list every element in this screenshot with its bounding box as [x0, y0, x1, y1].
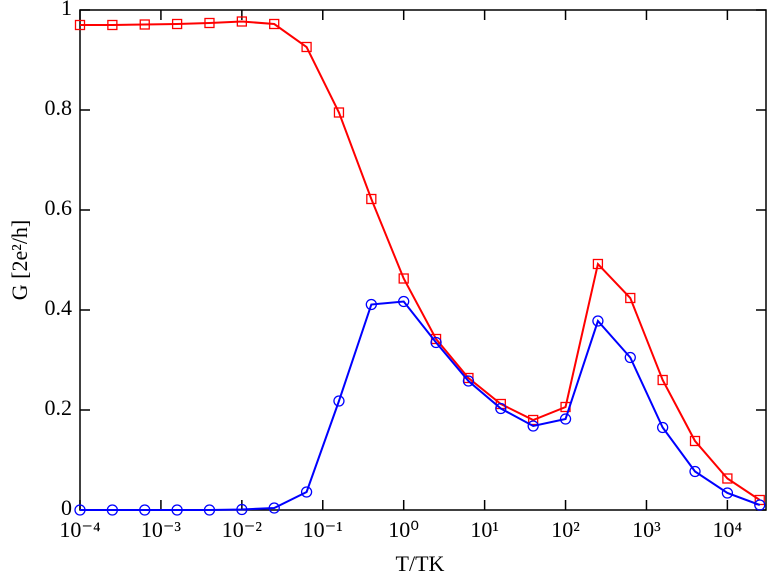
- y-tick-label: 0.6: [45, 195, 73, 220]
- marker: [398, 295, 410, 308]
- marker: [171, 504, 183, 516]
- marker: [721, 487, 734, 499]
- y-tick-label: 0.8: [45, 95, 73, 120]
- marker: [139, 19, 150, 30]
- x-tick-label: 10⁻¹: [303, 517, 343, 542]
- y-tick-label: 0: [61, 495, 72, 520]
- marker: [333, 395, 345, 407]
- plot-frame: [79, 9, 767, 511]
- marker: [430, 336, 442, 349]
- marker: [754, 499, 766, 511]
- x-tick-label: 10⁰: [388, 517, 419, 542]
- marker: [365, 298, 377, 311]
- marker: [204, 17, 215, 29]
- marker: [624, 351, 636, 364]
- marker: [527, 420, 539, 432]
- marker: [107, 19, 118, 31]
- marker: [689, 435, 701, 447]
- x-tick-label: 10⁻²: [222, 517, 263, 542]
- x-tick-label: 10⁴: [713, 517, 743, 542]
- marker: [300, 486, 313, 498]
- marker: [236, 16, 247, 27]
- marker: [139, 504, 151, 516]
- marker: [398, 273, 409, 284]
- marker: [74, 19, 86, 31]
- marker: [269, 18, 280, 30]
- marker: [495, 402, 507, 415]
- marker: [657, 421, 669, 434]
- x-tick-label: 10⁻⁴: [59, 517, 101, 542]
- marker: [333, 107, 345, 118]
- marker: [528, 414, 539, 426]
- x-axis-label: T/TK: [396, 551, 445, 576]
- marker: [559, 413, 572, 425]
- marker: [171, 18, 183, 30]
- marker: [236, 503, 248, 516]
- marker: [74, 504, 86, 516]
- marker: [462, 375, 475, 387]
- marker: [268, 502, 280, 514]
- y-tick-label: 1: [61, 0, 72, 20]
- marker: [301, 41, 312, 53]
- x-tick-label: 10²: [551, 517, 580, 542]
- marker: [592, 258, 604, 270]
- x-tick-label: 10⁻³: [141, 517, 182, 542]
- x-tick-label: 10¹: [470, 517, 499, 542]
- y-tick-label: 0.2: [45, 395, 73, 420]
- x-tick-label: 10³: [632, 517, 661, 542]
- series-line: [80, 20, 761, 501]
- marker: [722, 473, 733, 484]
- marker: [203, 504, 216, 516]
- marker: [657, 374, 668, 386]
- y-tick-label: 0.4: [45, 295, 73, 320]
- y-axis-label: G [2e²/h]: [7, 220, 32, 301]
- series-line: [80, 300, 761, 511]
- marker: [366, 193, 377, 205]
- marker: [689, 465, 701, 478]
- marker: [592, 315, 604, 327]
- marker: [106, 504, 119, 516]
- marker: [625, 292, 636, 304]
